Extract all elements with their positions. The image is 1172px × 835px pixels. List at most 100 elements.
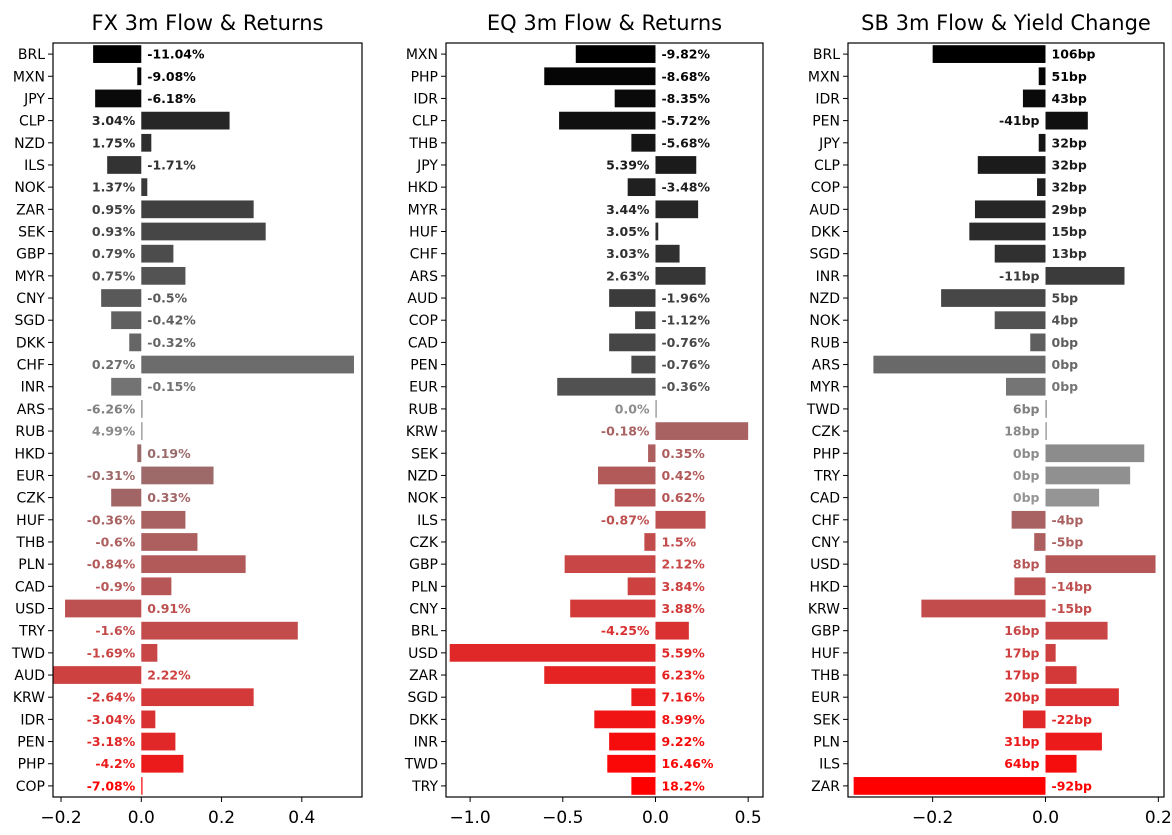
category-label: KRW (808, 602, 840, 618)
bar-dkk (129, 333, 142, 352)
bar-aud (974, 200, 1046, 219)
category-label: PLN (18, 557, 45, 573)
category-label: CHF (410, 247, 438, 263)
sb-flow-yield-change-panel: SB 3m Flow & Yield Change 106bp BRL 51bp MXN… (806, 11, 1172, 828)
bar-nzd (941, 289, 1046, 307)
bar-cop (635, 311, 656, 330)
bar-sgd (111, 311, 142, 330)
data-label: -6.26% (87, 401, 136, 416)
data-label: -0.15% (147, 379, 196, 394)
data-label: 0.79% (92, 246, 136, 261)
bar-clp (977, 156, 1046, 174)
data-label: -41bp (999, 113, 1040, 128)
data-label: 0.93% (92, 224, 136, 239)
category-label: MXN (13, 69, 45, 85)
data-label: 31bp (1004, 734, 1039, 749)
bar-nok (994, 311, 1046, 330)
category-label: PHP (813, 446, 840, 462)
bar-usd (1045, 555, 1156, 574)
bar-ars (655, 266, 706, 285)
category-label: USD (810, 557, 840, 573)
bar-nok (141, 178, 148, 197)
data-label: 16bp (1004, 623, 1039, 638)
bar-inr (111, 377, 142, 396)
bar-myr (141, 266, 186, 285)
category-label: JPY (23, 91, 45, 107)
category-label: USD (15, 602, 45, 618)
category-label: BRL (813, 47, 840, 63)
category-label: KRW (406, 424, 438, 440)
bar-thb (141, 533, 198, 551)
data-label: 20bp (1004, 690, 1039, 705)
data-label: -4bp (1052, 512, 1084, 527)
category-label: TRY (18, 624, 45, 640)
bar-rub (1030, 333, 1046, 352)
category-label: ZAR (811, 779, 840, 795)
bar-ils (107, 156, 142, 174)
category-label: BRL (411, 624, 438, 640)
category-label: PEN (410, 358, 438, 374)
category-label: PLN (813, 735, 840, 751)
category-label: CHF (17, 358, 45, 374)
data-label: -0.42% (147, 313, 196, 328)
bar-nzd (141, 133, 152, 152)
data-label: 3.88% (661, 601, 705, 616)
x-tick-label: 0.4 (288, 808, 315, 828)
data-label: -1.71% (147, 157, 196, 172)
x-tick-label: −0.2 (912, 808, 953, 828)
category-label: JPY (818, 136, 840, 152)
data-label: 0.91% (147, 601, 191, 616)
category-label: AUD (407, 291, 438, 307)
category-label: DKK (16, 335, 46, 351)
chart-title: FX 3m Flow & Returns (92, 11, 324, 35)
plot-frame (847, 42, 1165, 798)
bar-twd (607, 754, 656, 773)
plot-frame (52, 42, 363, 798)
data-label: -8.35% (661, 91, 710, 106)
bar-inr (1045, 266, 1125, 285)
data-label: 4bp (1052, 313, 1079, 328)
category-label: TRY (813, 468, 840, 484)
data-label: -6.18% (147, 91, 196, 106)
data-label: -0.9% (95, 579, 135, 594)
category-label: CAD (408, 335, 438, 351)
data-label: 8bp (1013, 557, 1040, 572)
data-label: 0.33% (147, 490, 191, 505)
category-label: NZD (407, 468, 438, 484)
bar-pen (1045, 111, 1088, 130)
bar-chf (141, 355, 354, 374)
data-label: 0bp (1052, 335, 1079, 350)
category-label: INR (414, 735, 439, 751)
bar-sek (648, 444, 656, 463)
bar-pen (631, 355, 656, 374)
category-label: ZAR (16, 202, 45, 218)
category-label: CZK (811, 424, 840, 440)
data-label: 0.19% (147, 446, 191, 461)
category-label: IDR (815, 91, 840, 107)
category-label: PEN (812, 114, 840, 130)
bar-nok (614, 488, 656, 507)
category-label: CNY (409, 602, 438, 618)
bar-try (1045, 466, 1131, 485)
category-label: NZD (14, 136, 45, 152)
category-label: EUR (16, 468, 45, 484)
data-label: 4.99% (92, 424, 136, 439)
category-label: KRW (13, 690, 45, 706)
data-label: -3.04% (87, 712, 136, 727)
fx-flow-returns-panel: FX 3m Flow & Returns -11.04% BRL -9.08% MXN -… (11, 11, 363, 828)
category-label: INR (21, 380, 46, 396)
bar-usd (65, 599, 142, 618)
data-label: -5.72% (661, 113, 710, 128)
bar-pln (1045, 732, 1102, 751)
bar-twd (141, 643, 158, 662)
data-label: 32bp (1052, 180, 1087, 195)
data-label: 2.12% (661, 557, 705, 572)
bar-hkd (1014, 577, 1046, 596)
category-label: EUR (409, 380, 438, 396)
category-label: USD (408, 646, 438, 662)
category-label: EUR (811, 690, 840, 706)
category-label: TWD (806, 402, 840, 418)
category-label: PHP (411, 69, 438, 85)
data-label: 17bp (1004, 668, 1039, 683)
bar-czk (111, 488, 142, 507)
